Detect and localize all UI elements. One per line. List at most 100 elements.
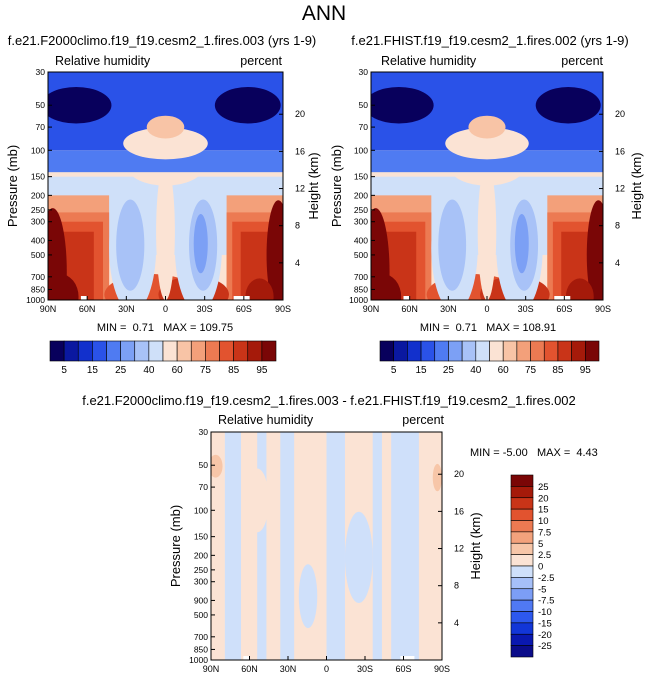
colorbar-swatch	[510, 565, 534, 578]
y2-tick-label: 16	[615, 146, 625, 156]
y-tick-label: 200	[31, 190, 45, 200]
colorbar-swatch	[510, 622, 534, 635]
colorbar-swatch	[219, 340, 234, 362]
colorbar-swatch	[176, 340, 192, 362]
y-tick-label: 300	[194, 577, 208, 587]
units-label: percent	[240, 54, 282, 68]
y-tick-label: 700	[31, 272, 45, 282]
colorbar-swatch	[510, 554, 534, 567]
colorbar-swatch	[510, 542, 534, 555]
x-tick-label: 30N	[118, 304, 135, 314]
y-tick-label: 250	[194, 565, 208, 575]
colorbar-swatch	[49, 340, 65, 362]
colorbar-label: 2.5	[538, 550, 551, 561]
colorbar-label: 5	[391, 365, 397, 376]
colorbar-swatch	[148, 340, 164, 362]
x-tick-label: 60N	[401, 304, 418, 314]
y-tick-label: 30	[36, 67, 46, 77]
y-tick-label: 50	[359, 100, 369, 110]
colorbar-swatch	[510, 611, 534, 624]
y-tick-label: 100	[354, 145, 368, 155]
y-tick-label: 300	[354, 217, 368, 227]
y2-tick-label: 4	[295, 258, 300, 268]
colorbar-label: 5	[61, 365, 67, 376]
y2-tick-label: 4	[454, 618, 459, 628]
x-tick-label: 90N	[40, 304, 57, 314]
y-tick-label: 1000	[349, 295, 368, 305]
colorbar-swatch	[502, 340, 518, 362]
y-tick-label: 200	[354, 190, 368, 200]
min-max-stats: MIN = 0.71 MAX = 108.91	[420, 322, 556, 334]
y-tick-label: 850	[354, 284, 368, 294]
y2-tick-label: 8	[615, 221, 620, 231]
colorbar-swatch	[205, 340, 220, 362]
colorbar-label: 15	[416, 365, 428, 376]
panel-title: f.e21.F2000climo.f19_f19.cesm2_1.fires.0…	[82, 393, 576, 408]
colorbar-label: -2.5	[538, 573, 554, 584]
colorbar-swatch	[134, 340, 150, 362]
y-tick-label: 150	[354, 172, 368, 182]
variable-label: Relative humidity	[218, 413, 314, 427]
x-tick-label: 60S	[395, 664, 411, 674]
colorbar-swatch	[233, 340, 249, 362]
x-tick-label: 60S	[556, 304, 572, 314]
colorbar-label: 75	[525, 365, 537, 376]
colorbar-swatch	[585, 340, 600, 362]
y-tick-label: 500	[194, 610, 208, 620]
colorbar-label: 15	[87, 365, 99, 376]
plot-area: 90N 60N 30N 0 30S 60S 90S 30 50 70 100 150 200 250 300…	[349, 67, 625, 314]
y-tick-label: 100	[31, 145, 45, 155]
y-tick-label: 850	[31, 284, 45, 294]
colorbar: 5 15 25 40 60 75 85 95	[49, 340, 277, 376]
colorbar-swatch	[510, 599, 534, 612]
colorbar-label: 20	[538, 493, 549, 504]
panel-test: f.e21.FHIST.f19_f19.cesm2_1.fires.002 (y…	[329, 33, 644, 376]
x-tick-label: 90N	[363, 304, 380, 314]
colorbar-label: 95	[580, 365, 592, 376]
colorbar-label: 25	[538, 482, 549, 493]
colorbar-label: 5	[538, 539, 543, 550]
colorbar-swatch	[77, 340, 93, 362]
colorbar-swatch	[510, 577, 534, 590]
y-tick-label: 400	[31, 235, 45, 245]
colorbar-swatch	[510, 531, 534, 544]
colorbar-label: -15	[538, 618, 552, 629]
x-tick-label: 30S	[357, 664, 373, 674]
x-tick-label: 0	[324, 664, 329, 674]
colorbar-label: -5	[538, 584, 546, 595]
colorbar-label: 60	[498, 365, 510, 376]
y2-tick-label: 20	[295, 109, 305, 119]
y-tick-label: 500	[354, 250, 368, 260]
x-tick-label: 60S	[236, 304, 252, 314]
colorbar-swatch	[489, 340, 504, 362]
colorbar-label: -7.5	[538, 596, 554, 607]
panel-difference: f.e21.F2000climo.f19_f19.cesm2_1.fires.0…	[82, 393, 598, 674]
colorbar-swatch	[461, 340, 477, 362]
panel-title: f.e21.F2000climo.f19_f19.cesm2_1.fires.0…	[8, 33, 317, 48]
y-tick-label: 70	[199, 482, 209, 492]
y-tick-label: 900	[194, 595, 208, 605]
colorbar-swatch	[510, 633, 534, 646]
y-tick-label: 850	[194, 644, 208, 654]
x-tick-label: 90N	[203, 664, 220, 674]
y2-tick-label: 16	[295, 146, 305, 156]
y-axis-label: Pressure (mb)	[329, 145, 344, 227]
y-tick-label: 30	[359, 67, 369, 77]
colorbar-swatch	[379, 340, 394, 362]
colorbar-swatch	[190, 340, 206, 362]
colorbar-label: 85	[228, 365, 240, 376]
variable-label: Relative humidity	[55, 54, 151, 68]
figure-title: ANN	[301, 2, 347, 25]
y2-tick-label: 4	[615, 258, 620, 268]
colorbar-label: 7.5	[538, 527, 551, 538]
colorbar-label: 60	[172, 365, 184, 376]
y-tick-label: 50	[36, 100, 46, 110]
x-tick-label: 0	[484, 304, 489, 314]
x-tick-label: 30N	[440, 304, 457, 314]
colorbar-swatch	[516, 340, 531, 362]
colorbar-label: 25	[443, 365, 455, 376]
colorbar-swatch	[543, 340, 559, 362]
y-tick-label: 700	[354, 272, 368, 282]
y2-tick-label: 8	[295, 221, 300, 231]
